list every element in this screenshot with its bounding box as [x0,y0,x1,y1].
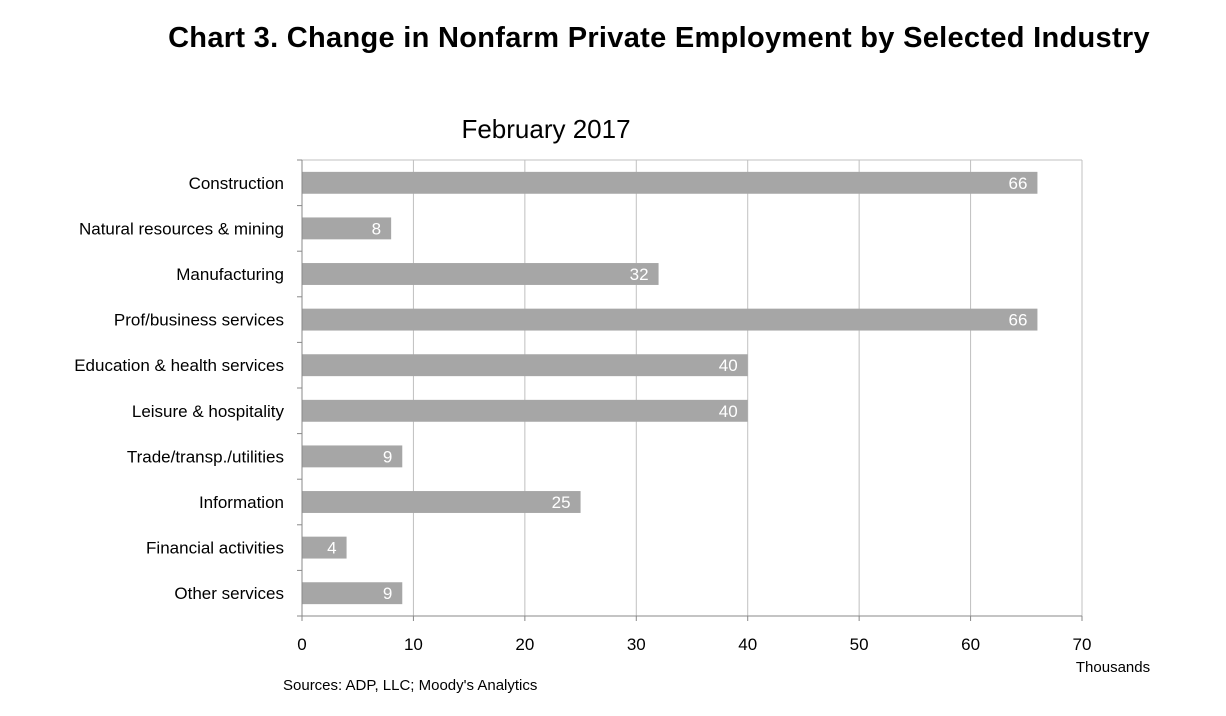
bar [302,582,403,605]
data-label: 66 [1009,174,1028,193]
data-label: 40 [719,402,738,421]
x-tick-label: 20 [515,635,534,654]
y-tick-label: Construction [189,174,284,193]
x-tick-label: 60 [961,635,980,654]
y-tick-label: Natural resources & mining [79,219,284,238]
data-label: 25 [552,493,571,512]
x-tick-label: 50 [850,635,869,654]
bar [302,354,748,377]
y-tick-label: Leisure & hospitality [132,402,285,421]
data-label: 4 [327,539,336,558]
y-tick-label: Trade/transp./utilities [127,447,284,466]
data-label: 9 [383,447,392,466]
x-tick-label: 10 [404,635,423,654]
x-tick-label: 40 [738,635,757,654]
axes [297,159,1083,621]
bar [302,399,748,422]
gridlines [302,159,1083,616]
data-label: 40 [719,356,738,375]
chart-title: Chart 3. Change in Nonfarm Private Emplo… [168,22,1150,54]
bar [302,491,581,513]
y-tick-label: Education & health services [74,356,284,375]
bar [302,171,1038,194]
y-tick-label: Prof/business services [114,311,284,330]
bar-series [302,171,1038,605]
source-note: Sources: ADP, LLC; Moody's Analytics [283,677,538,694]
data-label: 32 [630,265,649,284]
x-tick-label: 0 [297,635,306,654]
labels: 0 10 20 30 40 50 60 70 66 Construction 8 Natural re… [74,174,1091,654]
bar [302,263,659,285]
x-tick-label: 30 [627,635,646,654]
y-tick-label: Financial activities [146,539,284,558]
x-axis-label: Thousands [1076,659,1150,676]
data-label: 66 [1009,311,1028,330]
y-tick-label: Information [199,493,284,512]
bar [302,536,347,559]
chart-subtitle: February 2017 [461,114,630,144]
bar [302,217,392,240]
y-tick-label: Manufacturing [176,265,284,284]
x-tick-label: 70 [1073,635,1092,654]
data-label: 8 [372,219,381,238]
data-label: 9 [383,584,392,603]
bar [302,445,403,468]
y-tick-label: Other services [174,584,284,603]
bar [302,308,1038,331]
